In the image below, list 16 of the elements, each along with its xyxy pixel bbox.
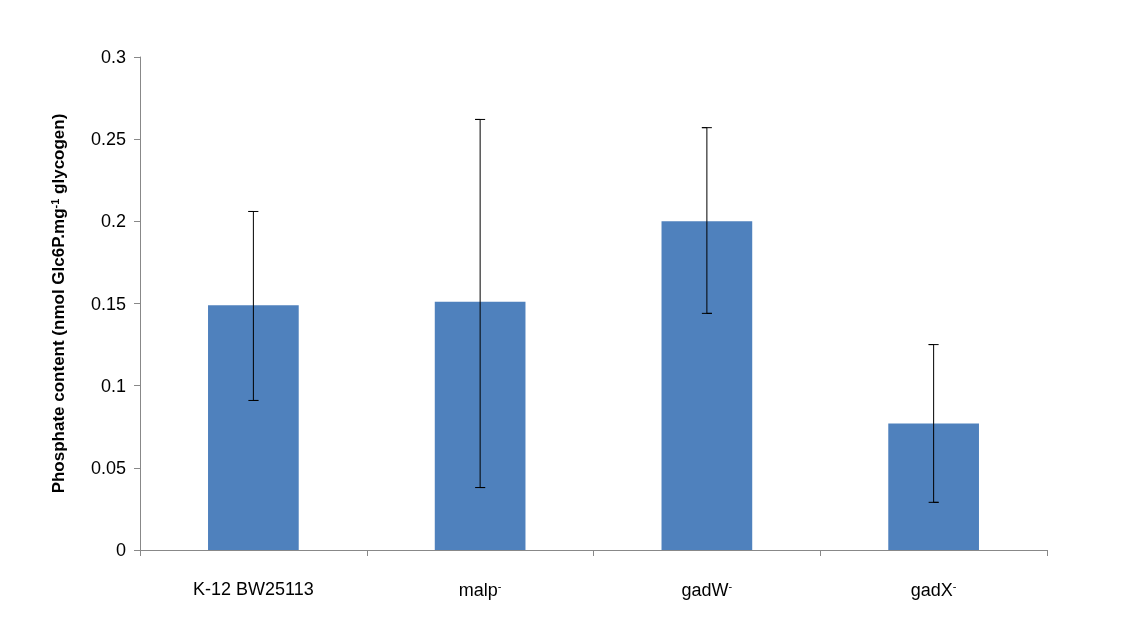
y-tick-label: 0.2	[100, 211, 126, 232]
x-tick-label: K-12 BW25113	[193, 579, 314, 599]
y-tick-label: 0.1	[100, 375, 126, 396]
x-tick-label: gadW-	[681, 579, 733, 600]
bar	[888, 423, 979, 550]
bar	[661, 221, 753, 550]
y-tick-label: 0.05	[90, 457, 126, 478]
y-tick-label: 0.3	[100, 47, 126, 67]
y-tick-label: 0	[115, 540, 126, 560]
x-tick-label: gadX-	[910, 579, 957, 600]
y-tick-label: 0.25	[90, 129, 126, 150]
bar	[208, 305, 299, 550]
y-tick-label: 0.15	[90, 293, 126, 314]
bar	[434, 301, 526, 550]
x-tick-label: malp-	[458, 579, 502, 600]
y-axis-title: Phosphate content (nmol Glc6P.mg-1 glycogen)	[48, 113, 68, 494]
